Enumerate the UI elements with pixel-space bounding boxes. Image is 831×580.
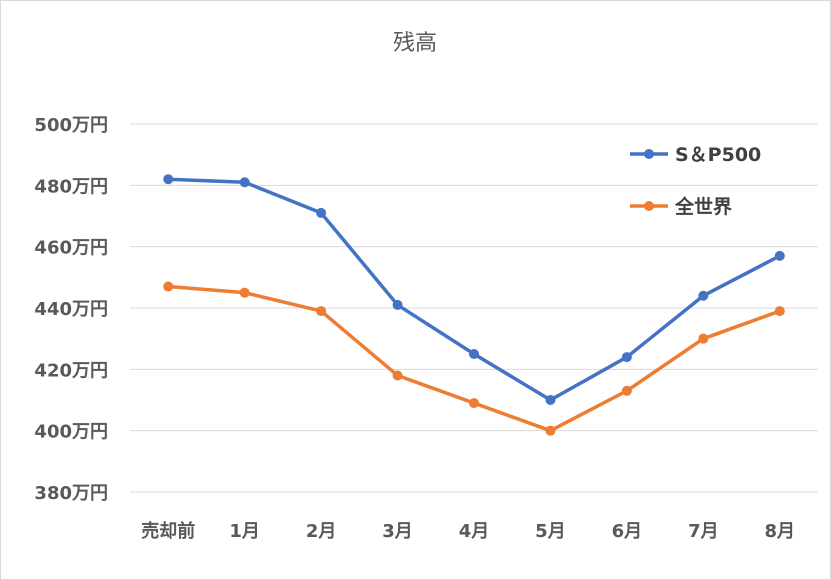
- legend: S＆P500 全世界: [630, 144, 761, 218]
- y-tick-label: 420万円: [34, 360, 108, 381]
- x-tick-label: 8月: [765, 521, 796, 542]
- legend-label: 全世界: [674, 195, 732, 218]
- data-point: [163, 281, 174, 292]
- x-axis-tick-labels: 売却前 1月 2月 3月 4月 5月 6月 7月 8月: [141, 520, 795, 542]
- data-point: [163, 174, 174, 185]
- x-tick-label: 1月: [229, 521, 260, 542]
- y-tick-label: 480万円: [34, 176, 108, 197]
- y-tick-label: 400万円: [34, 422, 108, 443]
- legend-item: S＆P500: [630, 144, 761, 166]
- data-point: [698, 333, 709, 344]
- data-point: [545, 425, 556, 436]
- data-point: [774, 306, 785, 317]
- y-axis-tick-labels: 380万円 400万円 420万円 440万円 460万円 480万円 500万円: [34, 115, 108, 504]
- data-point: [545, 395, 556, 405]
- data-point: [621, 385, 632, 396]
- legend-marker: [644, 149, 654, 159]
- legend-item: 全世界: [630, 195, 732, 218]
- x-tick-label: 2月: [306, 521, 337, 542]
- data-point: [469, 398, 479, 409]
- x-tick-label: 3月: [382, 521, 413, 542]
- data-point: [316, 306, 327, 317]
- legend-label: S＆P500: [675, 144, 761, 166]
- y-tick-label: 460万円: [34, 238, 108, 259]
- data-point: [392, 299, 403, 310]
- data-point: [316, 207, 327, 218]
- x-tick-label: 5月: [535, 521, 566, 542]
- y-tick-label: 440万円: [34, 299, 108, 320]
- series-1: [163, 174, 785, 405]
- data-point: [698, 290, 709, 301]
- legend-marker: [644, 201, 654, 211]
- x-tick-label: 4月: [459, 521, 490, 542]
- data-point: [239, 287, 250, 298]
- chart-title: 残高: [393, 31, 437, 56]
- series-lines: [163, 174, 785, 436]
- x-tick-label: 売却前: [141, 520, 195, 542]
- x-tick-label: 6月: [612, 521, 643, 542]
- y-tick-label: 500万円: [34, 115, 108, 136]
- x-tick-label: 7月: [688, 521, 719, 542]
- gridlines: [130, 123, 818, 493]
- series-2: [163, 281, 785, 436]
- data-point: [774, 250, 785, 261]
- data-point: [469, 349, 479, 359]
- data-point: [239, 177, 250, 188]
- data-point: [392, 370, 403, 381]
- data-point: [621, 352, 632, 363]
- y-tick-label: 380万円: [34, 483, 108, 504]
